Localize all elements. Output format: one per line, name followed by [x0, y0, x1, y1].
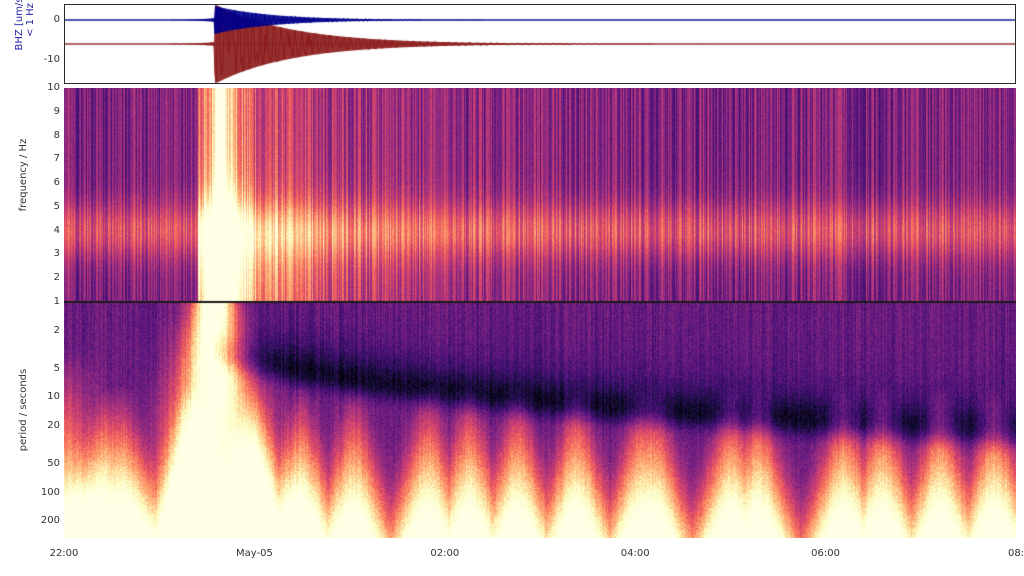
period-ytick: 50	[26, 458, 60, 469]
seismogram-figure: BHZ [um/s²] < 1 Hz 0-10 frequency / Hz 1…	[0, 0, 1024, 576]
waveform-panel	[64, 4, 1016, 84]
frequency-ytick: 6	[26, 177, 60, 188]
time-axis-tick: 04:00	[605, 548, 665, 559]
time-axis-tick: 06:00	[796, 548, 856, 559]
waveform-ytick: 0	[26, 14, 60, 25]
frequency-ytick: 3	[26, 248, 60, 259]
time-axis-tick: 08:	[986, 548, 1024, 559]
period-ytick: 10	[26, 391, 60, 402]
frequency-ytick: 4	[26, 225, 60, 236]
frequency-canvas	[64, 88, 1016, 302]
time-axis-tick: 02:00	[415, 548, 475, 559]
period-ytick: 2	[26, 325, 60, 336]
frequency-ytick: 5	[26, 201, 60, 212]
time-axis-tick: 22:00	[34, 548, 94, 559]
period-ytick: 100	[26, 487, 60, 498]
frequency-ytick: 7	[26, 153, 60, 164]
waveform-ytick: -10	[26, 54, 60, 65]
frequency-ytick: 2	[26, 272, 60, 283]
period-panel	[64, 302, 1016, 538]
frequency-ytick: 10	[26, 82, 60, 93]
period-ytick: 200	[26, 515, 60, 526]
period-ytick: 20	[26, 420, 60, 431]
waveform-ylabel-line1: BHZ [um/s²]	[14, 0, 25, 50]
frequency-panel	[64, 88, 1016, 302]
waveform-ylabel: BHZ [um/s²] < 1 Hz	[14, 0, 36, 80]
frequency-ytick: 1	[26, 296, 60, 307]
time-axis-tick: May-05	[224, 548, 284, 559]
period-canvas	[64, 302, 1016, 538]
period-ytick: 5	[26, 363, 60, 374]
frequency-ytick: 9	[26, 106, 60, 117]
frequency-ytick: 8	[26, 130, 60, 141]
waveform-canvas	[64, 4, 1016, 84]
